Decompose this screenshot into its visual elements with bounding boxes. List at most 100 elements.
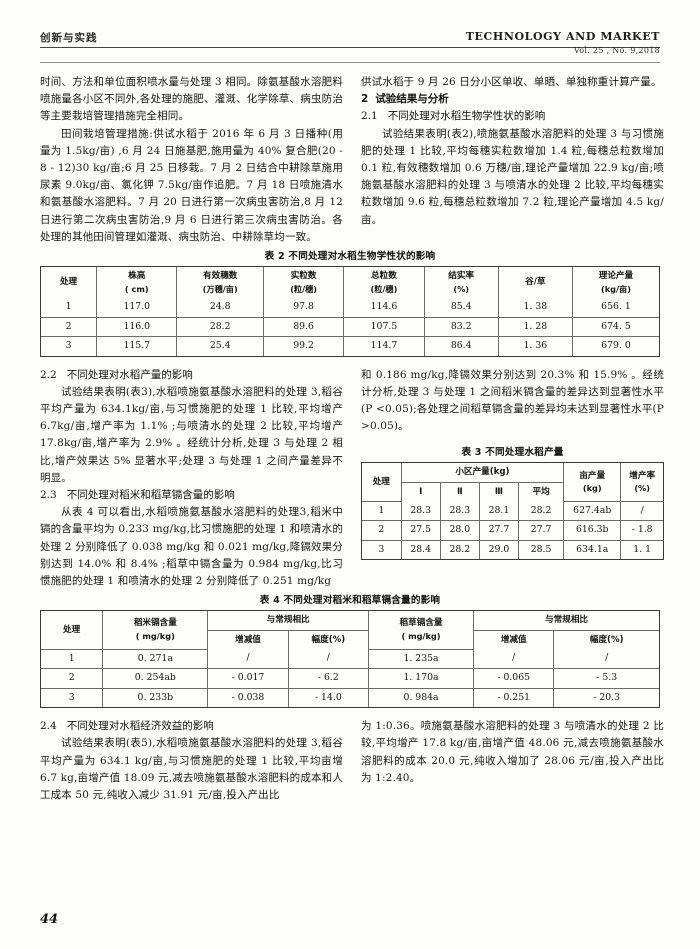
section-2-heading: 2 试验结果与分析 [361, 91, 664, 108]
header-rule-secondary [40, 62, 660, 63]
table-4-cell: - 14.0 [287, 687, 370, 708]
table-3-cell: 616.3b [563, 520, 622, 541]
table-4: 处理 稻米镉含量 ( mg/kg) 与常规相比 稻草镉含量 ( mg/kg) 与… [41, 611, 659, 708]
table-3-cell: 28.3 [439, 501, 480, 522]
header-journal-block: TECHNOLOGY AND MARKET Vol. 25 , No. 9,20… [466, 30, 660, 55]
table-4-cell: - 0.065 [473, 668, 555, 689]
table-4-cell: 0. 254ab [102, 668, 209, 689]
table-4-th-straw-pct: 幅度(%) [553, 629, 659, 650]
table-4-cell: 0. 233b [102, 687, 209, 708]
table-2-cell: 116.0 [96, 316, 178, 338]
section-2-3-number: 2.3 [40, 488, 57, 501]
table-2: 处理 株高 ( cm) 有效穗数 (万穗/亩) 实粒数 [41, 267, 659, 356]
section-2-3-body: 从表 4 可以看出,水稻喷施氨基酸水溶肥料的处理3,稻米中镉的含量平均为 0.2… [40, 506, 343, 587]
table-2-cell: 28.2 [176, 316, 264, 338]
table-2-cell: 89.6 [262, 316, 345, 338]
table-2-cell: 97.8 [262, 298, 345, 318]
left-column-bottom: 2.4 不同处理对水稻经济效益的影响 试验结果表明(表5),水稻喷施氨基酸水溶肥料… [40, 718, 343, 804]
table-2-th-7-main: 理论产量 [598, 271, 634, 282]
table-4-cell: 0. 984a [367, 687, 475, 708]
table-3-th-treatment: 处理 [362, 463, 402, 502]
table-2-th-1-main: 株高 [128, 271, 146, 282]
table-row: 3 0. 233b - 0.038 - 14.0 0. 984a - 0.251… [41, 687, 659, 708]
table-4-head: 处理 稻米镉含量 ( mg/kg) 与常规相比 稻草镉含量 ( mg/kg) 与… [41, 611, 659, 650]
table-3-cell: 28.5 [517, 539, 565, 560]
table-4-cell: 1. 235a [367, 649, 475, 670]
table-2-th-5-unit: (%) [453, 283, 470, 294]
table-2-th-1-unit: ( cm) [124, 283, 149, 294]
table-4-cell: - 0.251 [473, 687, 555, 708]
table-2-th-2: 有效穗数 (万穗/亩) [176, 267, 264, 299]
section-2-3-continued: 和 0.186 mg/kg,降镉效果分别达到 20.3% 和 15.9% 。经统… [361, 368, 664, 433]
table-2-th-4-main: 总粒数 [371, 271, 397, 282]
table-4-body: 1 0. 271a / / 1. 235a / / 2 0. 254ab - 0… [41, 649, 659, 708]
table-4-title: 表 4 不同处理对稻米和稻草镉含量的影响 [259, 595, 441, 607]
table-3-th-plot-avg: 平均 [517, 481, 564, 502]
table-2-cell: 1 [41, 298, 98, 318]
table-4-cell: 2 [41, 668, 104, 689]
section-2-4-title: 不同处理对水稻经济效益的影响 [66, 720, 214, 733]
table-2-th-1: 株高 ( cm) [96, 267, 178, 299]
table-2-cell: 3 [41, 336, 98, 356]
table-2-th-7: 理论产量 (kg/亩) [571, 267, 659, 299]
table-2-cell: 83.2 [423, 316, 499, 338]
table-2-th-3-main: 实粒数 [290, 271, 317, 282]
table-2-th-3-unit: (粒/穗) [290, 283, 318, 294]
table-4-cell: - 0.038 [207, 687, 289, 708]
table-3-th-increase-rate-unit: (%) [634, 483, 650, 494]
header-section-title: 创新与实践 [40, 32, 98, 44]
left-column-top: 时间、方法和单位面积喷水量与处理 3 相同。除氨基酸水溶肥料喷施量各小区不同外,… [40, 74, 343, 246]
middle-columns: 2.2 不同处理对水稻产量的影响 试验结果表明(表3),水稻喷施氨基酸水溶肥料的处… [40, 367, 664, 591]
table-4-cell: / [287, 649, 370, 670]
table-2-block: 表 2 不同处理对水稻生物学性状的影响 处理 株高 ( cm) [40, 248, 660, 357]
right-column-middle: 和 0.186 mg/kg,降镉效果分别达到 20.3% 和 15.9% 。经统… [361, 367, 664, 591]
table-4-th-rice-cd: 稻米镉含量 ( mg/kg) [102, 611, 209, 650]
left-column-middle: 2.2 不同处理对水稻产量的影响 试验结果表明(表3),水稻喷施氨基酸水溶肥料的处… [40, 367, 343, 591]
table-4-th-straw-cd-main: 稻草镉含量 [399, 618, 443, 629]
table-row: 1 117.0 24.8 97.8 114.6 85.4 1. 38 656. … [41, 298, 659, 318]
table-3-cell: 28.1 [478, 501, 520, 522]
table-row: 2 116.0 28.2 89.6 107.5 83.2 1. 28 674. … [41, 316, 659, 338]
table-row: 1 28.3 28.3 28.1 28.2 627.4ab / [362, 501, 663, 522]
journal-volume: Vol. 25 , No. 9,2018 [573, 46, 660, 55]
table-3-cell: 28.3 [400, 501, 441, 522]
table-3-th-increase-rate: 增产率 (%) [620, 463, 663, 502]
table-2-cell: 679. 0 [571, 336, 659, 356]
right-column-bottom: 为 1:0.36。喷施氨基酸水溶肥料的处理 3 与喷清水的处理 2 比较,平均增… [361, 718, 664, 804]
section-2-3-title: 不同处理对稻米和稻草镉含量的影响 [66, 488, 235, 501]
table-4-cell: 1 [41, 649, 104, 670]
table-2-th-5: 结实率 (%) [423, 267, 499, 299]
table-4-cell: / [473, 649, 555, 670]
table-row: 增减值 幅度(%) 增减值 幅度(%) [41, 629, 659, 650]
table-2-th-0: 处理 [41, 267, 98, 299]
table-2-head: 处理 株高 ( cm) 有效穗数 (万穗/亩) 实粒数 [41, 267, 659, 299]
table-4-th-rice-pct: 幅度(%) [287, 629, 370, 650]
table-4-th-straw-delta: 增减值 [473, 629, 555, 650]
section-2-4-heading: 2.4 不同处理对水稻经济效益的影响 [40, 718, 343, 735]
table-3-cell: 634.1a [563, 539, 622, 560]
table-3-cell: - 1.8 [620, 520, 663, 541]
table-3-cell: 29.0 [478, 539, 520, 560]
table-3-cell: 27.5 [400, 520, 441, 541]
table-row: 2 27.5 28.0 27.7 27.7 616.3b - 1.8 [362, 520, 663, 541]
table-2-th-3: 实粒数 (粒/穗) [262, 267, 345, 299]
table-3-cell: 627.4ab [563, 501, 622, 522]
table-3-th-group-plot-yield: 小区产量(kg) [400, 463, 565, 483]
table-3-cell: 2 [362, 520, 402, 541]
table-2-cell: 674. 5 [571, 316, 659, 338]
table-row: 2 0. 254ab - 0.017 - 6.2 1. 170a - 0.065… [41, 668, 659, 689]
table-3-cell: 28.2 [439, 539, 480, 560]
section-2-title: 试验结果与分析 [375, 93, 449, 106]
table-2-cell: 86.4 [423, 336, 499, 356]
table-2-cell: 2 [41, 316, 98, 338]
table-2-cell: 99.2 [262, 336, 345, 356]
table-4-cell: 1. 170a [367, 668, 475, 689]
table-2-cell: 114.7 [343, 336, 425, 356]
table-3-block: 表 3 不同处理水稻产量 处理 小区产量(kg) 亩产量 (kg) [361, 444, 664, 561]
table-2-th-6-main: 谷/草 [525, 277, 546, 288]
table-4-cell: - 20.3 [553, 687, 659, 708]
running-head: 创新与实践 TECHNOLOGY AND MARKET Vol. 25 , No… [40, 30, 660, 64]
table-3-th-mu-yield: 亩产量 (kg) [563, 463, 622, 502]
section-2-number: 2 [361, 93, 369, 106]
table-3-cell: 28.2 [517, 501, 565, 522]
